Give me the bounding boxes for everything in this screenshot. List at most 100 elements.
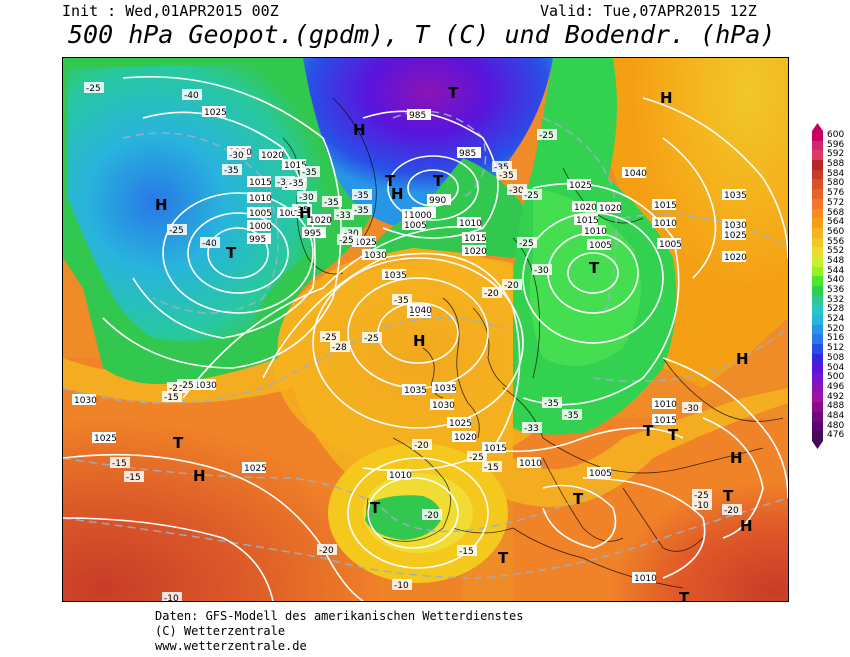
legend-swatch bbox=[812, 160, 823, 170]
temp-label: -33 bbox=[524, 424, 539, 434]
legend-row: 484 bbox=[812, 410, 850, 422]
pressure-label: 1025 bbox=[569, 181, 592, 191]
pressure-label: 1025 bbox=[724, 231, 747, 241]
pressure-label-box bbox=[517, 457, 541, 468]
pressure-label-box bbox=[722, 219, 746, 230]
temp-label-box bbox=[542, 397, 562, 408]
pressure-label-box bbox=[402, 219, 426, 230]
pressure-label-box bbox=[652, 398, 676, 409]
legend-value: 484 bbox=[827, 410, 845, 421]
legend-value: 596 bbox=[827, 139, 845, 150]
high-pressure-marker: H bbox=[736, 350, 749, 368]
pressure-label-box bbox=[567, 179, 591, 190]
pressure-label: 1000 bbox=[249, 222, 272, 232]
temp-label: -15 bbox=[112, 459, 127, 469]
low-pressure-marker: T bbox=[498, 549, 509, 567]
legend-value: 592 bbox=[827, 149, 845, 160]
pressure-label-box bbox=[462, 245, 486, 256]
pressure-label: 1040 bbox=[624, 169, 647, 179]
pressure-label-box bbox=[247, 176, 271, 187]
pressure-label-box bbox=[362, 249, 386, 260]
legend-swatch bbox=[812, 208, 823, 219]
pressure-label-box bbox=[582, 225, 606, 236]
pressure-label-box bbox=[632, 572, 656, 583]
pressure-label-box bbox=[407, 209, 431, 220]
temp-label: -35 bbox=[494, 163, 509, 173]
pressure-label-box bbox=[282, 159, 306, 170]
legend-row: 544 bbox=[812, 266, 850, 277]
high-pressure-marker: H bbox=[730, 449, 743, 467]
pressure-label: 1035 bbox=[384, 271, 407, 281]
pressure-label-box bbox=[382, 269, 406, 280]
legend-row: 564 bbox=[812, 217, 850, 228]
temp-label: -30 bbox=[299, 193, 314, 203]
pressure-label-box bbox=[387, 469, 411, 480]
legend-value: 556 bbox=[827, 236, 845, 247]
pressure-label-box bbox=[652, 414, 676, 425]
legend-value: 536 bbox=[827, 285, 845, 295]
high-pressure-marker: H bbox=[660, 89, 673, 107]
temp-label-box bbox=[692, 499, 712, 510]
legend-top-cap bbox=[812, 123, 823, 131]
temp-label: -15 bbox=[459, 547, 474, 557]
footer: Daten: GFS-Modell des amerikanischen Wet… bbox=[155, 609, 523, 654]
temp-label-box bbox=[337, 234, 357, 245]
temp-label-box bbox=[222, 164, 242, 175]
high-pressure-marker: H bbox=[391, 185, 404, 203]
temp-label-box bbox=[342, 227, 362, 238]
low-pressure-marker: T bbox=[573, 490, 584, 508]
temp-label-box bbox=[457, 545, 477, 556]
legend-swatch bbox=[812, 140, 823, 151]
pressure-label: 1025 bbox=[204, 108, 227, 118]
legend-swatch bbox=[812, 324, 823, 335]
temp-label-box bbox=[352, 204, 372, 215]
pressure-label: 1040 bbox=[409, 306, 432, 316]
legend-swatch bbox=[812, 382, 823, 393]
legend-row: 552 bbox=[812, 246, 850, 257]
legend-row: 508 bbox=[812, 353, 850, 364]
legend-swatch bbox=[812, 315, 823, 325]
temp-label-box bbox=[362, 332, 382, 343]
legend-swatch bbox=[812, 344, 823, 354]
legend-swatch bbox=[812, 189, 823, 199]
pressure-label: 1005 bbox=[659, 240, 682, 250]
pressure-label-box bbox=[574, 214, 598, 225]
pressure-label: 1025 bbox=[449, 419, 472, 429]
legend-row: 568 bbox=[812, 208, 850, 219]
legend-row: 584 bbox=[812, 169, 850, 180]
temp-label: -10 bbox=[394, 581, 409, 591]
legend-value: 512 bbox=[827, 343, 845, 354]
pressure-label: 1025 bbox=[354, 238, 377, 248]
pressure-label-box bbox=[597, 202, 621, 213]
pressure-label: 1010 bbox=[389, 471, 412, 481]
pressure-label: 1015 bbox=[576, 216, 599, 226]
pressure-label: 1020 bbox=[309, 216, 332, 226]
pressure-label-box bbox=[587, 239, 611, 250]
footer-copyright: (C) Wetterzentrale bbox=[155, 624, 286, 638]
legend-value: 572 bbox=[827, 197, 845, 208]
legend-row: 524 bbox=[812, 314, 850, 325]
legend-swatch bbox=[812, 305, 823, 316]
temp-label: -15 bbox=[126, 473, 141, 483]
pressure-label: 1025 bbox=[94, 434, 117, 444]
temp-label: -35 bbox=[394, 296, 409, 306]
temp-label-box bbox=[482, 287, 502, 298]
legend-row: 576 bbox=[812, 188, 850, 199]
temp-label: -20 bbox=[414, 441, 429, 451]
pressure-label: 1005 bbox=[249, 209, 272, 219]
temp-label-box bbox=[522, 189, 542, 200]
pressure-label-box bbox=[72, 394, 96, 405]
pressure-label-box bbox=[352, 236, 376, 247]
legend-row: 572 bbox=[812, 197, 850, 209]
temp-label-box bbox=[200, 237, 220, 248]
pressure-label-box bbox=[622, 167, 646, 178]
legend-swatch bbox=[812, 266, 823, 277]
temp-label-box bbox=[517, 237, 537, 248]
pressure-label: 995 bbox=[249, 235, 266, 245]
pressure-label: 1010 bbox=[584, 227, 607, 237]
legend-swatch bbox=[812, 169, 823, 180]
pressure-label: 1015 bbox=[484, 444, 507, 454]
legend-row: 588 bbox=[812, 159, 850, 170]
legend-swatch bbox=[812, 227, 823, 238]
pressure-label-box bbox=[247, 233, 271, 244]
